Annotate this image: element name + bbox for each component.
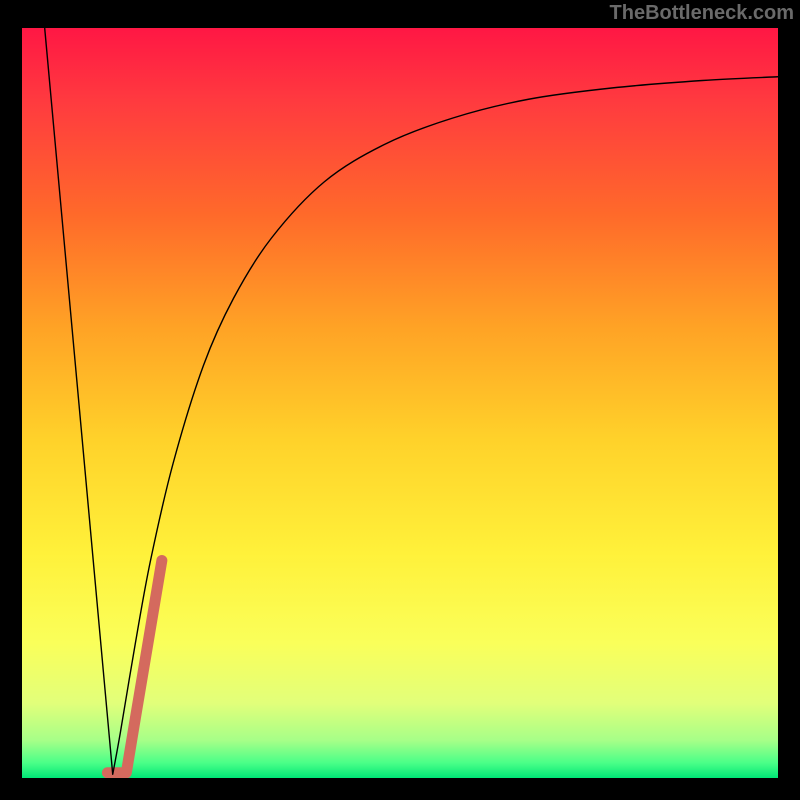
chart-frame: TheBottleneck.com: [0, 0, 800, 800]
curve-overlay: [22, 28, 778, 778]
watermark-text: TheBottleneck.com: [610, 2, 794, 25]
plot-area: [22, 28, 778, 778]
